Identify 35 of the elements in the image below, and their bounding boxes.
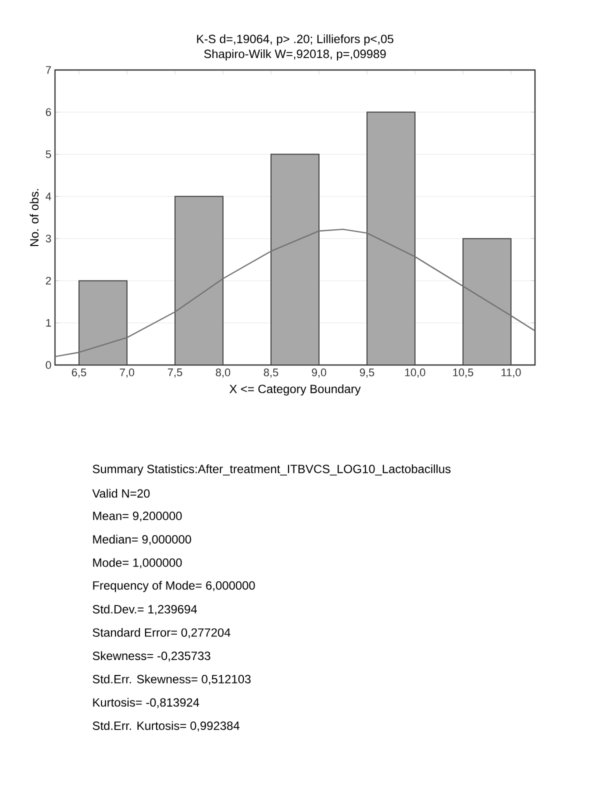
chart-subtitle: Shapiro-Wilk W=,92018, p=,09989: [204, 49, 386, 60]
text: Frequency of Mode= 6,000000: [93, 580, 255, 592]
text: Mode= 1,000000: [93, 558, 182, 568]
text: Valid N=20: [92, 488, 150, 498]
y-tick-label: 0: [46, 361, 52, 369]
x-tick-label: 10,5: [453, 368, 474, 378]
line-series: [55, 228, 536, 358]
chart-title: K-S d=,19064, p> .20; Lilliefors p<,05: [197, 34, 394, 46]
text: Std.Err. Kurtosis= 0,992384: [92, 721, 240, 732]
text: Median= 9,000000: [93, 534, 192, 545]
x-axis-title: X <= Category Boundary: [229, 384, 361, 396]
y-tick-label: 6: [46, 108, 51, 116]
y-tick-label: 4: [46, 192, 52, 200]
text: Std.Err. Skewness= 0,512103: [92, 674, 251, 685]
text: Std.Dev.= 1,239694: [92, 604, 197, 615]
x-tick-label: 8,0: [216, 368, 230, 378]
y-tick-label: 7: [46, 66, 51, 74]
text: Standard Error= 0,277204: [92, 628, 230, 638]
text: Mean= 9,200000: [93, 512, 182, 522]
x-tick-label: 9,5: [360, 368, 374, 378]
text: Skewness= -0,235733: [92, 651, 210, 662]
y-axis-title: No. of obs.: [30, 189, 39, 246]
x-tick-label: 7,5: [168, 368, 182, 378]
text: Kurtosis= -0,813924: [93, 698, 200, 708]
x-tick-label: 10,0: [405, 368, 426, 378]
x-tick-label: 9,0: [312, 368, 326, 378]
x-tick-label: 7,0: [120, 368, 134, 378]
y-tick-label: 1: [46, 319, 51, 327]
x-tick-label: 8,5: [264, 368, 278, 378]
x-tick-label: 6,5: [72, 368, 86, 378]
x-tick-label: 11,0: [502, 368, 521, 378]
text: Summary Statistics:After_treatment_ITBVCS_LOG10_Lactobacillus: [92, 464, 451, 476]
y-tick-label: 3: [46, 234, 51, 242]
y-tick-label: 5: [46, 150, 52, 158]
y-tick-label: 2: [46, 276, 51, 285]
